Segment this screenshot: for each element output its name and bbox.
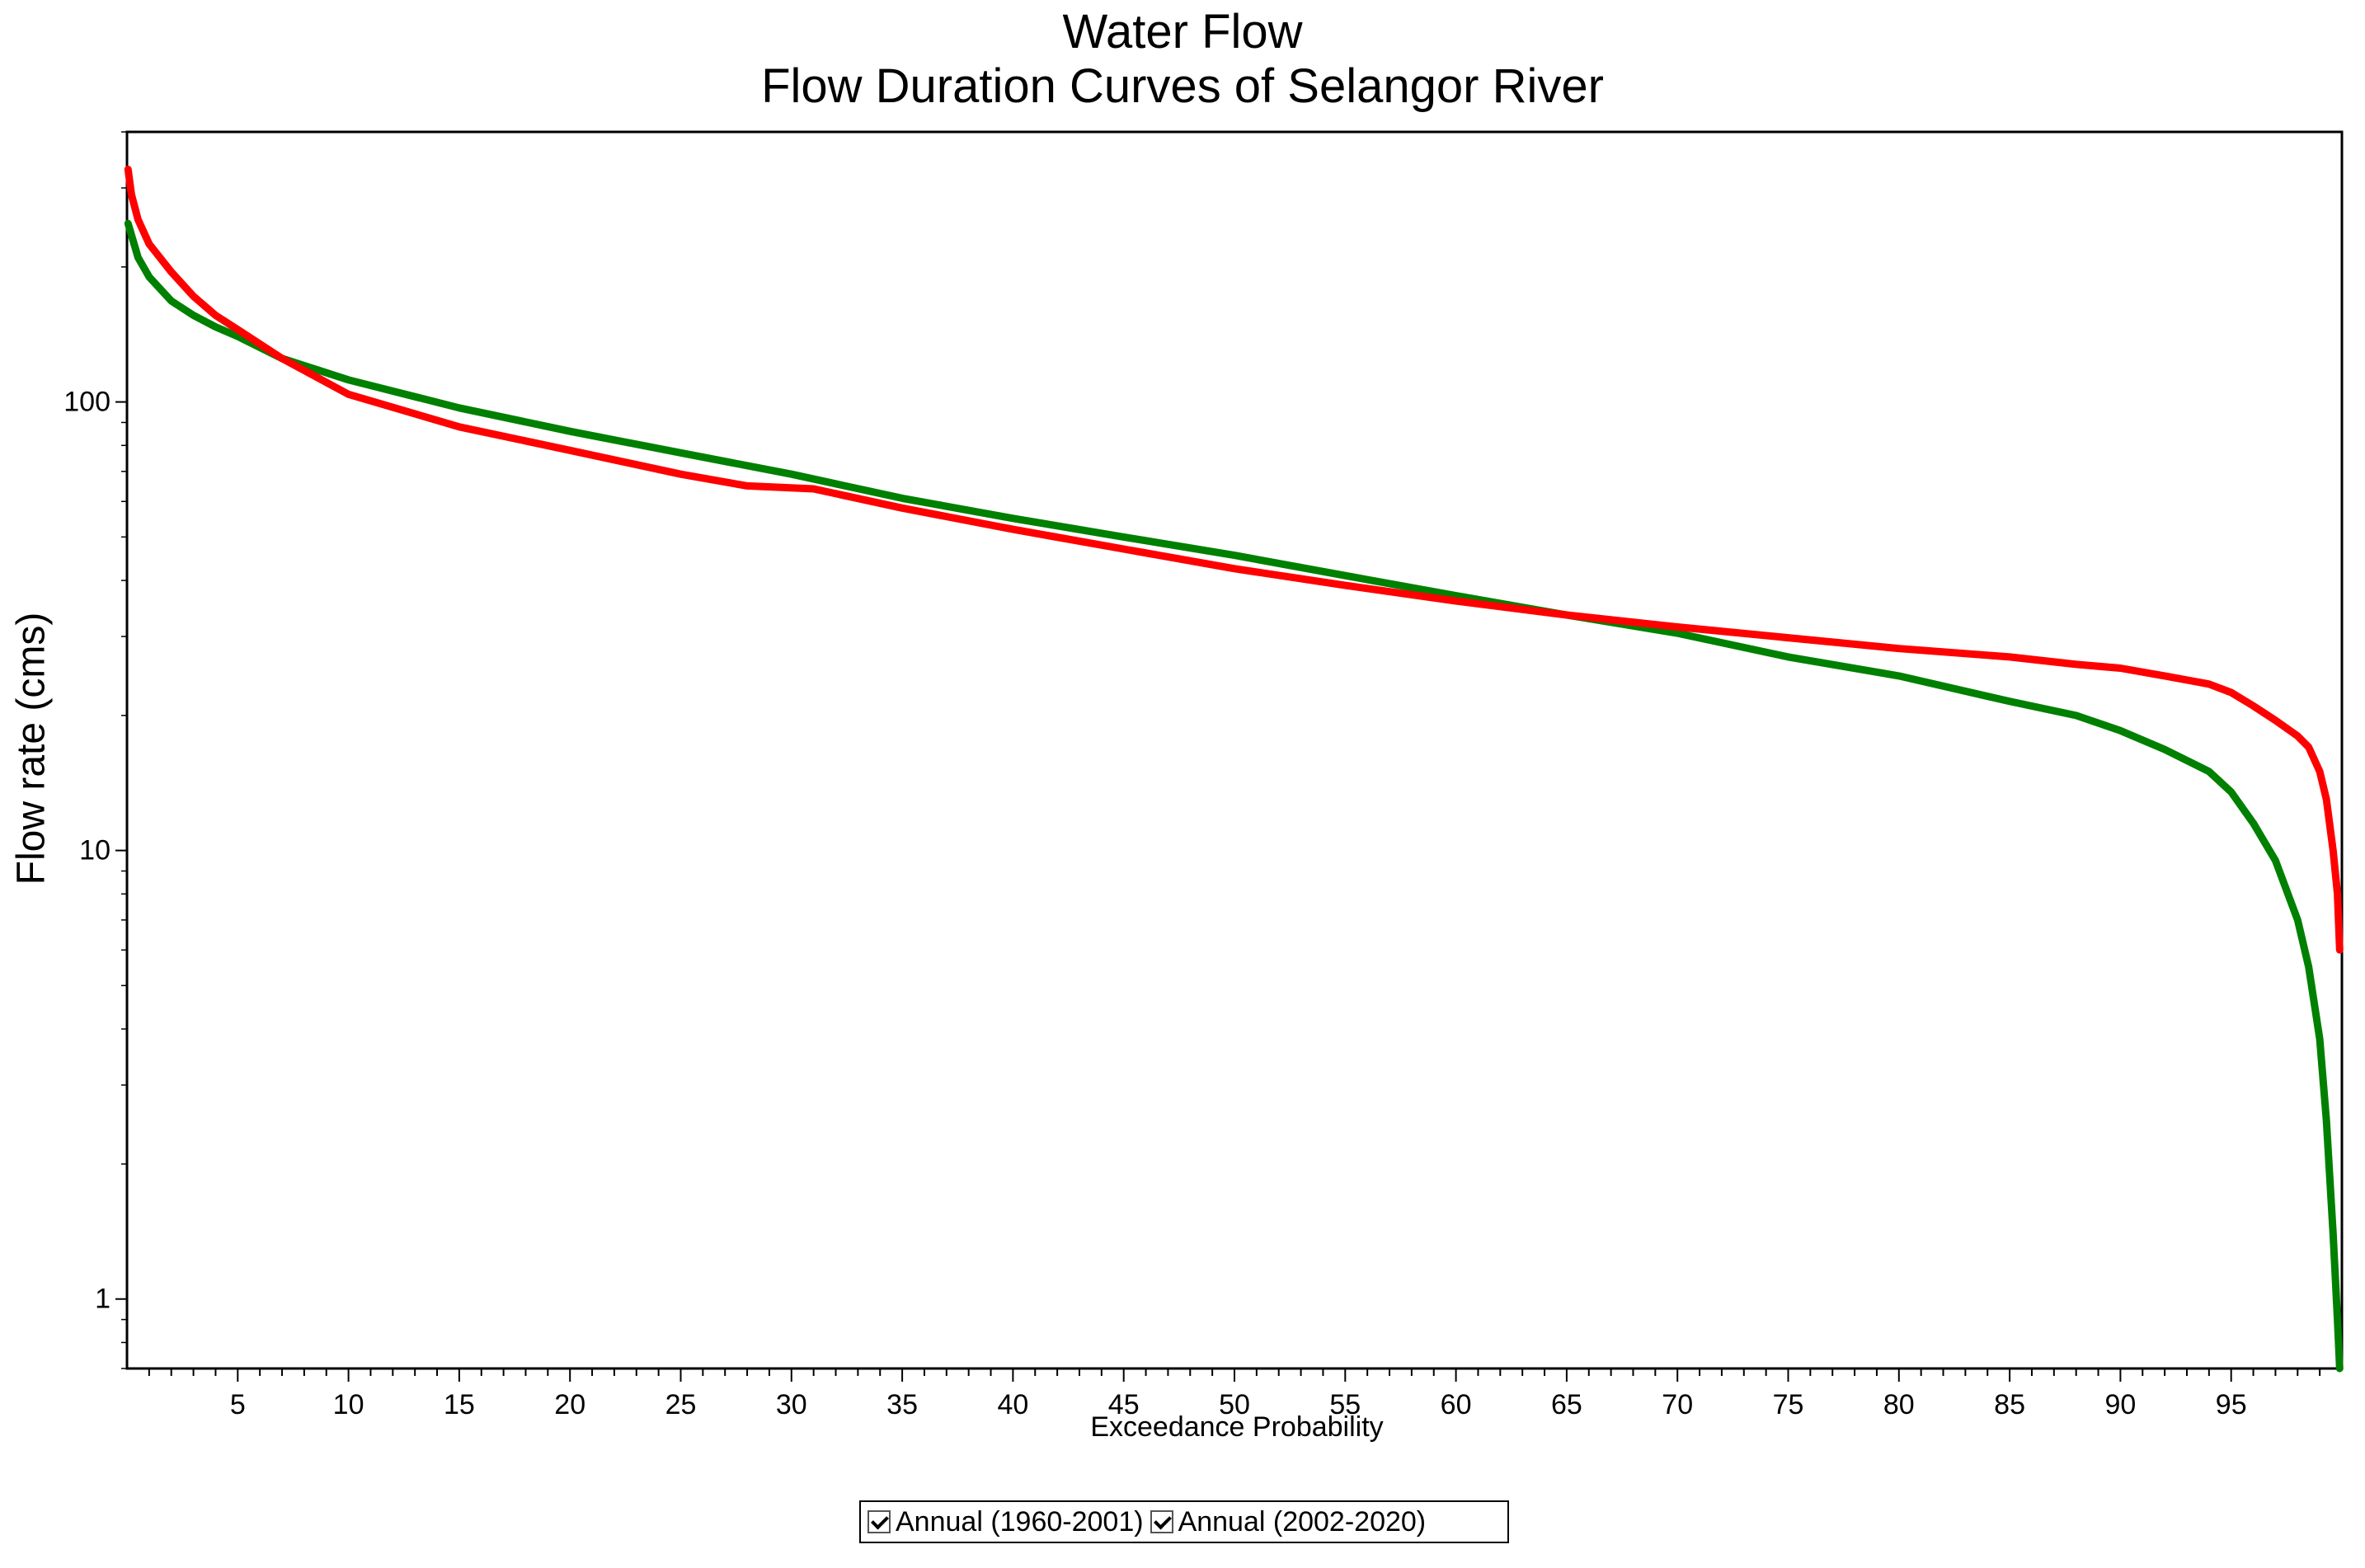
chart-title: Water Flow (1062, 5, 1303, 59)
x-tick-label: 60 (1441, 1389, 1472, 1420)
x-tick-label: 10 (333, 1389, 364, 1420)
legend-checkbox-2002-2020[interactable] (1150, 1510, 1173, 1533)
y-tick-label: 1 (95, 1284, 110, 1315)
legend-item-1960-2001[interactable]: Annual (1960-2001) (867, 1506, 1144, 1538)
x-tick-label: 75 (1773, 1389, 1804, 1420)
x-tick-label: 85 (1994, 1389, 2025, 1420)
x-tick-label: 15 (444, 1389, 475, 1420)
y-tick-label: 100 (63, 387, 110, 418)
x-tick-label: 25 (665, 1389, 697, 1420)
chart-subtitle: Flow Duration Curves of Selangor River (761, 59, 1604, 113)
legend: Annual (1960-2001) Annual (2002-2020) (859, 1500, 1509, 1543)
x-tick-label: 30 (776, 1389, 807, 1420)
y-tick-label: 10 (79, 835, 110, 866)
x-tick-label: 35 (886, 1389, 918, 1420)
x-tick-label: 55 (1329, 1389, 1361, 1420)
x-axis-label: Exceedance Probability (1090, 1411, 1384, 1443)
x-tick-label: 50 (1219, 1389, 1250, 1420)
x-tick-label: 90 (2104, 1389, 2136, 1420)
series-line-1960-2001 (124, 219, 2344, 1373)
x-tick-label: 20 (554, 1389, 585, 1420)
legend-item-2002-2020[interactable]: Annual (2002-2020) (1150, 1505, 1427, 1538)
plot-frame (125, 130, 2344, 1370)
x-tick-label: 45 (1108, 1389, 1140, 1420)
x-tick-label: 70 (1662, 1389, 1693, 1420)
legend-checkbox-1960-2001[interactable] (867, 1510, 891, 1533)
x-tick-label: 95 (2216, 1389, 2247, 1420)
y-axis-label: Flow rate (cms) (9, 612, 54, 885)
x-tick-label: 80 (1883, 1389, 1915, 1420)
series-line-2002-2020 (124, 166, 2344, 954)
x-tick-label: 5 (230, 1389, 246, 1420)
legend-label-1960-2001: Annual (1960-2001) (896, 1505, 1144, 1537)
legend-label-2002-2020: Annual (2002-2020) (1178, 1505, 1427, 1537)
x-tick-label: 40 (997, 1389, 1028, 1420)
x-tick-label: 65 (1551, 1389, 1582, 1420)
